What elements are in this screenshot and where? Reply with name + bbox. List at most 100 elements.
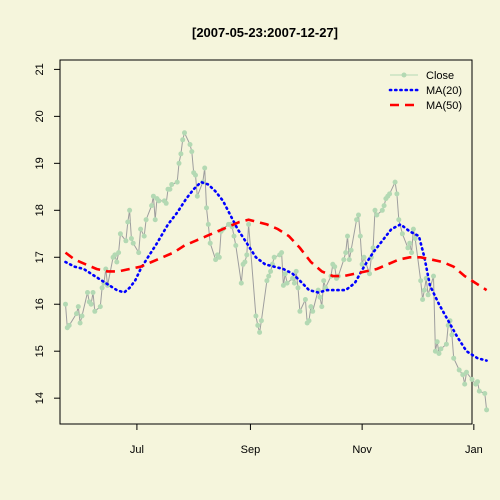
data-point <box>469 376 475 382</box>
data-point <box>449 332 455 338</box>
data-point <box>359 261 365 267</box>
data-point <box>462 381 468 387</box>
plot-area-frame <box>59 59 473 425</box>
data-point <box>156 198 162 204</box>
data-point <box>410 226 416 232</box>
legend-label-ma-20: MA(20) <box>426 85 462 97</box>
data-point <box>420 297 426 302</box>
data-point <box>431 273 436 279</box>
data-point <box>257 329 263 335</box>
data-point <box>246 221 252 227</box>
data-point <box>202 165 208 171</box>
data-point <box>231 233 237 239</box>
data-point <box>189 149 195 155</box>
data-point <box>319 304 325 310</box>
legend-marker <box>401 72 407 78</box>
data-point <box>268 268 274 274</box>
data-point <box>136 250 142 256</box>
data-point <box>421 287 427 293</box>
data-point <box>194 193 200 199</box>
data-point <box>464 369 469 375</box>
data-point <box>97 304 103 310</box>
data-point <box>357 233 363 239</box>
data-point <box>258 318 264 324</box>
data-point <box>213 257 219 263</box>
x-tick-label: Sep <box>241 444 261 456</box>
data-point <box>233 243 239 248</box>
data-point <box>341 257 347 263</box>
data-point <box>138 226 144 232</box>
data-point <box>297 308 303 314</box>
series-line-close <box>65 131 488 410</box>
data-point <box>346 257 352 263</box>
data-point <box>174 179 180 185</box>
data-point <box>167 186 173 192</box>
data-point <box>379 207 385 213</box>
data-point <box>310 308 316 314</box>
data-point <box>216 254 222 260</box>
data-point <box>418 278 424 284</box>
data-point <box>405 245 411 251</box>
data-point <box>112 252 118 258</box>
data-point <box>149 203 155 209</box>
x-tick-label: Nov <box>352 444 372 456</box>
y-tick-label: 15 <box>34 345 46 357</box>
data-point <box>438 346 444 352</box>
data-point <box>434 339 440 345</box>
x-tick-label: Jan <box>465 444 483 456</box>
data-point <box>152 217 158 223</box>
data-point <box>284 280 290 286</box>
data-point <box>128 236 134 241</box>
data-point <box>456 367 462 373</box>
data-point <box>484 407 490 413</box>
data-point <box>117 231 123 237</box>
data-point <box>180 137 186 143</box>
data-point <box>476 388 482 394</box>
data-point <box>308 304 314 310</box>
data-point <box>348 247 354 253</box>
data-point <box>130 240 136 246</box>
data-point <box>290 275 296 281</box>
data-point <box>264 278 270 284</box>
y-tick-label: 18 <box>34 204 46 216</box>
data-point <box>354 217 360 223</box>
data-point <box>244 252 250 258</box>
data-point <box>176 160 182 166</box>
data-point <box>293 268 299 274</box>
data-point <box>332 264 338 270</box>
data-point <box>374 212 380 218</box>
data-point <box>85 290 90 295</box>
data-point <box>396 217 402 223</box>
data-point <box>77 320 83 326</box>
data-point <box>367 271 372 277</box>
data-point <box>475 379 480 385</box>
data-point <box>356 212 361 218</box>
legend-label-ma-50: MA(50) <box>426 100 462 112</box>
data-point <box>204 205 209 211</box>
y-tick-label: 17 <box>34 251 46 263</box>
data-point <box>207 240 213 246</box>
data-point <box>280 282 286 288</box>
data-point <box>114 259 120 265</box>
series-line-ma-20 <box>64 180 488 362</box>
data-point <box>123 238 129 244</box>
y-tick-label: 21 <box>34 63 46 75</box>
data-point <box>302 297 308 302</box>
data-point <box>399 231 405 237</box>
legend-label-close: Close <box>426 70 454 82</box>
data-point <box>412 236 418 241</box>
data-point <box>163 200 169 206</box>
data-point <box>409 250 415 256</box>
series-layer <box>63 130 490 413</box>
data-point <box>361 254 367 260</box>
data-point <box>75 304 81 310</box>
data-point <box>425 292 431 298</box>
data-point <box>253 313 259 319</box>
data-point <box>205 221 211 227</box>
y-axis: 14 15 16 17 18 19 20 21 <box>34 63 60 404</box>
y-tick-label: 20 <box>34 110 46 122</box>
chart-title: [2007-05-23:2007-12-27] <box>192 25 338 40</box>
data-point <box>90 290 96 295</box>
x-axis: Jul Sep Nov Jan <box>130 424 483 456</box>
